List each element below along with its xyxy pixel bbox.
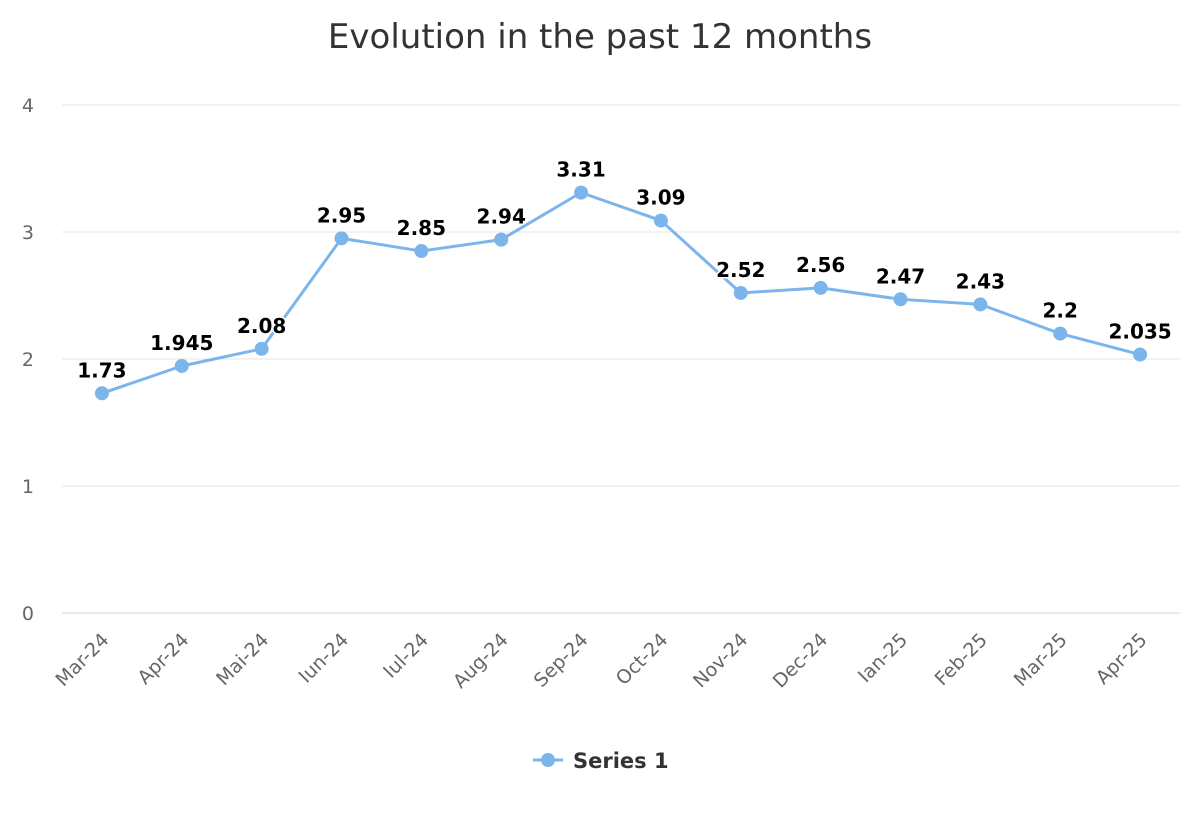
x-tick-label: Apr-24 <box>133 629 193 689</box>
x-tick-label: Mar-25 <box>1010 629 1072 691</box>
x-tick-label: Sep-24 <box>530 629 593 692</box>
data-point[interactable] <box>1053 326 1068 341</box>
data-label: 3.31 <box>556 158 605 182</box>
data-label: 3.09 <box>636 186 685 210</box>
data-label: 2.95 <box>317 203 366 227</box>
x-tick-label: Iul-24 <box>379 629 433 683</box>
y-tick-label: 1 <box>22 476 34 498</box>
data-point[interactable] <box>653 213 668 228</box>
data-point[interactable] <box>574 185 589 200</box>
x-tick-label: Aug-24 <box>449 629 513 693</box>
data-point[interactable] <box>174 358 189 373</box>
x-tick-label: Nov-24 <box>689 629 752 692</box>
data-point[interactable] <box>893 292 908 307</box>
legend-dot-marker <box>541 753 555 767</box>
x-tick-label: Ian-25 <box>854 629 912 687</box>
y-tick-label: 3 <box>22 222 34 244</box>
data-point[interactable] <box>813 280 828 295</box>
x-tick-label: Apr-25 <box>1092 629 1152 689</box>
data-point[interactable] <box>733 285 748 300</box>
data-point[interactable] <box>94 386 109 401</box>
series-layer[interactable] <box>94 185 1148 401</box>
data-point[interactable] <box>254 341 269 356</box>
data-label: 2.035 <box>1108 320 1171 344</box>
data-labels: 1.73 1.945 2.08 2.95 2.85 2.94 3.31 3.09 2.52 2.5… <box>76 156 1173 384</box>
x-tick-label: Feb-25 <box>931 629 992 690</box>
data-point[interactable] <box>494 232 509 247</box>
data-label: 2.52 <box>716 258 765 282</box>
data-label: 2.43 <box>956 269 1005 293</box>
data-point[interactable] <box>1133 347 1148 362</box>
x-tick-label: Iun-24 <box>295 629 354 688</box>
legend-label-series-1[interactable]: Series 1 <box>573 749 669 773</box>
x-tick-label: Dec-24 <box>769 629 833 693</box>
data-point[interactable] <box>334 231 349 246</box>
data-label: 1.73 <box>77 358 126 382</box>
data-label: 2.56 <box>796 253 845 277</box>
series-line[interactable] <box>100 191 1142 395</box>
x-tick-label: Mai-24 <box>212 629 273 690</box>
data-point[interactable] <box>973 297 988 312</box>
y-tick-label: 4 <box>22 95 34 117</box>
x-axis: Mar-24 Apr-24 Mai-24 Iun-24 Iul-24 Aug-24 Sep-… <box>51 612 1180 693</box>
grid-lines <box>62 104 1180 487</box>
data-label: 2.08 <box>237 314 286 338</box>
x-tick-label: Mar-24 <box>51 629 113 691</box>
y-tick-label: 0 <box>22 603 34 625</box>
chart-title: Evolution in the past 12 months <box>328 17 872 57</box>
legend[interactable]: Series 1 <box>533 749 669 773</box>
data-point[interactable] <box>414 244 429 259</box>
data-label: 2.94 <box>477 205 526 229</box>
data-label: 1.945 <box>150 331 213 355</box>
data-label: 2.85 <box>397 216 446 240</box>
y-axis: 0 1 2 3 4 <box>22 95 34 625</box>
data-label: 2.2 <box>1042 299 1077 323</box>
x-tick-label: Oct-24 <box>612 629 673 690</box>
y-tick-label: 2 <box>22 349 34 371</box>
data-label: 2.47 <box>876 264 925 288</box>
